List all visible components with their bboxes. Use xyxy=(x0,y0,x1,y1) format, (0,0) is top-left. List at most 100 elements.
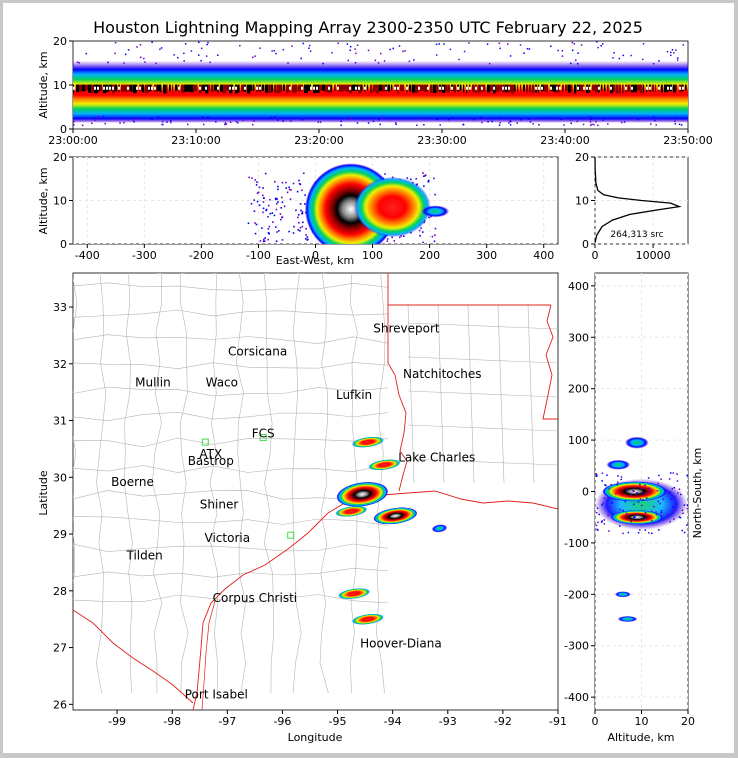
time-height-core-highlight xyxy=(394,86,396,90)
time-height-core-segment xyxy=(286,84,290,93)
time-height-speck xyxy=(183,52,185,55)
time-height-core-highlight xyxy=(541,86,543,90)
time-height-speck xyxy=(451,117,454,119)
time-height-core-segment xyxy=(325,84,329,93)
east-west-speck xyxy=(427,179,430,182)
city-label: Port Isabel xyxy=(185,688,248,702)
north-south-speck xyxy=(644,529,647,531)
east-west-speck xyxy=(276,231,278,233)
east-west-speck xyxy=(271,212,274,214)
north-south-speck xyxy=(641,487,643,490)
east-west-speck xyxy=(281,239,284,241)
time-height-speck xyxy=(237,122,239,124)
north-south-speck xyxy=(633,515,636,518)
city-label: Bastrop xyxy=(188,454,234,468)
time-height-speck xyxy=(315,117,318,119)
time-height-speck xyxy=(367,49,370,52)
time-height-speck xyxy=(671,48,674,51)
north-south-speck xyxy=(608,530,610,532)
time-height-speck xyxy=(337,42,339,45)
time-height-core-segment xyxy=(250,84,253,91)
time-height-speck xyxy=(571,49,574,52)
time-height-speck xyxy=(438,43,440,45)
county-line xyxy=(73,567,389,578)
time-height-core-segment xyxy=(544,84,548,92)
time-height-core-segment xyxy=(571,84,573,92)
time-height-core-segment xyxy=(352,84,356,92)
time-height-core-segment xyxy=(445,84,448,93)
time-height-speck xyxy=(546,117,549,119)
north-south-speck xyxy=(604,484,606,486)
time-height-speck xyxy=(538,123,540,126)
time-height-speck xyxy=(270,116,273,118)
time-height-core-highlight xyxy=(586,86,588,90)
east-west-speck xyxy=(410,178,412,181)
time-height-speck xyxy=(577,52,579,54)
time-height-core-segment xyxy=(307,84,311,91)
north-south-speck xyxy=(648,487,650,490)
county-line xyxy=(73,490,389,500)
time-height-speck xyxy=(570,122,572,125)
north-south-speck xyxy=(656,490,659,492)
east-west-speck xyxy=(275,240,278,243)
time-height-core-segment xyxy=(448,84,450,93)
north-south-speck xyxy=(644,484,646,487)
east-west-speck xyxy=(253,199,255,201)
time-height-ytick-label: 0 xyxy=(60,123,67,136)
time-height-speck xyxy=(274,116,276,118)
east-west-speck xyxy=(248,176,250,179)
east-west-ytick-label: 0 xyxy=(60,238,67,251)
parish-line xyxy=(467,304,475,484)
time-height-speck xyxy=(87,117,89,120)
east-west-speck xyxy=(422,175,425,178)
time-height-speck xyxy=(435,54,438,56)
time-height-speck xyxy=(408,60,411,63)
east-west-speck xyxy=(421,231,424,233)
north-south-speck xyxy=(608,487,611,490)
time-height-core-segment xyxy=(616,84,619,94)
time-height-core-highlight xyxy=(556,86,558,90)
time-height-core-segment xyxy=(166,84,168,94)
time-height-speck xyxy=(398,45,401,47)
north-south-speck xyxy=(620,476,623,478)
time-height-core-segment xyxy=(517,84,519,93)
time-height-speck xyxy=(215,120,217,123)
time-height-core-highlight xyxy=(118,86,120,90)
time-height-core-segment xyxy=(613,84,616,92)
time-height-speck xyxy=(529,121,532,123)
east-west-speck xyxy=(256,181,258,183)
time-height-ytick-label: 10 xyxy=(53,79,67,92)
time-height-speck xyxy=(481,121,483,124)
time-height-speck xyxy=(618,57,621,60)
time-height-core-segment xyxy=(415,84,419,93)
time-height-core-segment xyxy=(652,84,655,92)
time-height-speck xyxy=(208,116,211,119)
plan-view-xtick-label: -93 xyxy=(439,715,457,728)
time-height-xtick-label: 23:50:00 xyxy=(663,134,712,147)
time-height-speck xyxy=(468,117,470,120)
time-height-speck xyxy=(201,116,204,118)
east-west-speck xyxy=(297,216,299,219)
east-west-speck xyxy=(264,172,267,175)
time-height-core-segment xyxy=(511,84,515,94)
north-south-speck xyxy=(686,504,688,506)
time-height-speck xyxy=(678,123,681,126)
north-south-speck xyxy=(639,529,641,531)
plan-view-ytick-label: 29 xyxy=(53,528,67,541)
plan-view-xlabel: Longitude xyxy=(288,731,343,744)
north-south-ticks: 0 10 20 -400 -300 -200 -100 0 100 200 300 400 xyxy=(564,280,695,728)
east-west-xtick-label: 200 xyxy=(419,249,440,262)
site-label: Hoover-Diana xyxy=(360,637,442,651)
east-west-speck xyxy=(423,185,425,187)
north-south-density xyxy=(595,273,688,710)
county-line xyxy=(73,516,389,526)
east-west-speck xyxy=(391,236,393,239)
time-height-core-segment xyxy=(169,84,171,92)
north-south-speck xyxy=(643,517,646,520)
time-height-speck xyxy=(670,54,672,57)
county-line xyxy=(73,282,389,291)
time-height-speck xyxy=(76,117,78,120)
east-west-speck xyxy=(427,180,430,183)
time-height-speck xyxy=(449,48,452,51)
north-south-speck xyxy=(633,516,635,519)
